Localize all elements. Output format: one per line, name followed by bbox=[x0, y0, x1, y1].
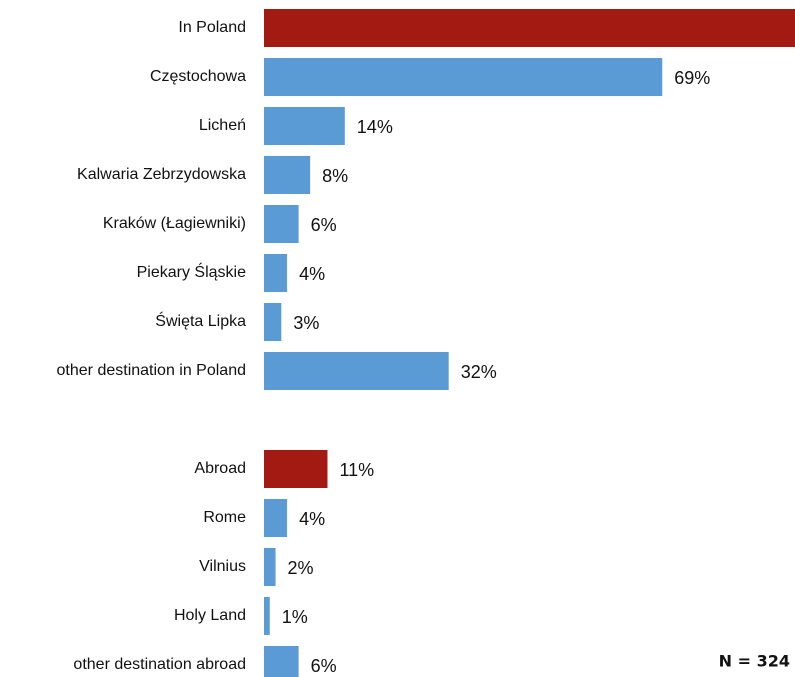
value-label: 11% bbox=[339, 460, 374, 480]
bar bbox=[264, 303, 282, 341]
value-label: 8% bbox=[322, 166, 348, 186]
category-label: Kraków (Łagiewniki) bbox=[103, 215, 246, 232]
bar bbox=[264, 156, 311, 194]
category-label: Rome bbox=[203, 509, 246, 526]
category-label: Częstochowa bbox=[150, 68, 246, 85]
category-label: Abroad bbox=[194, 460, 246, 477]
value-label: 3% bbox=[293, 313, 319, 333]
category-label: Kalwaria Zebrzydowska bbox=[77, 166, 246, 183]
category-label: other destination abroad bbox=[73, 656, 246, 673]
category-label: Holy Land bbox=[174, 607, 246, 624]
bar bbox=[264, 107, 345, 145]
value-label: 4% bbox=[299, 264, 325, 284]
value-label: 6% bbox=[311, 656, 337, 676]
bar bbox=[264, 254, 288, 292]
category-label: In Poland bbox=[178, 19, 246, 36]
bar bbox=[264, 352, 449, 390]
bar bbox=[264, 9, 795, 47]
value-label: 6% bbox=[311, 215, 337, 235]
sample-size-note: N = 324 bbox=[719, 652, 790, 671]
category-label: Licheń bbox=[199, 117, 246, 134]
bar bbox=[264, 450, 328, 488]
value-label: 32% bbox=[461, 362, 497, 382]
bar bbox=[264, 548, 276, 586]
bar bbox=[264, 597, 270, 635]
value-label: 2% bbox=[288, 558, 314, 578]
bar bbox=[264, 205, 299, 243]
category-label: Piekary Śląskie bbox=[137, 262, 246, 281]
category-label: Święta Lipka bbox=[155, 311, 246, 330]
bar bbox=[264, 499, 288, 537]
bar bbox=[264, 646, 299, 677]
value-label: 1% bbox=[282, 607, 308, 627]
value-label: 14% bbox=[357, 117, 393, 137]
value-label: 4% bbox=[299, 509, 325, 529]
category-label: other destination in Poland bbox=[57, 362, 246, 379]
category-label: Vilnius bbox=[199, 558, 246, 575]
value-label: 69% bbox=[674, 68, 710, 88]
bar bbox=[264, 58, 663, 96]
